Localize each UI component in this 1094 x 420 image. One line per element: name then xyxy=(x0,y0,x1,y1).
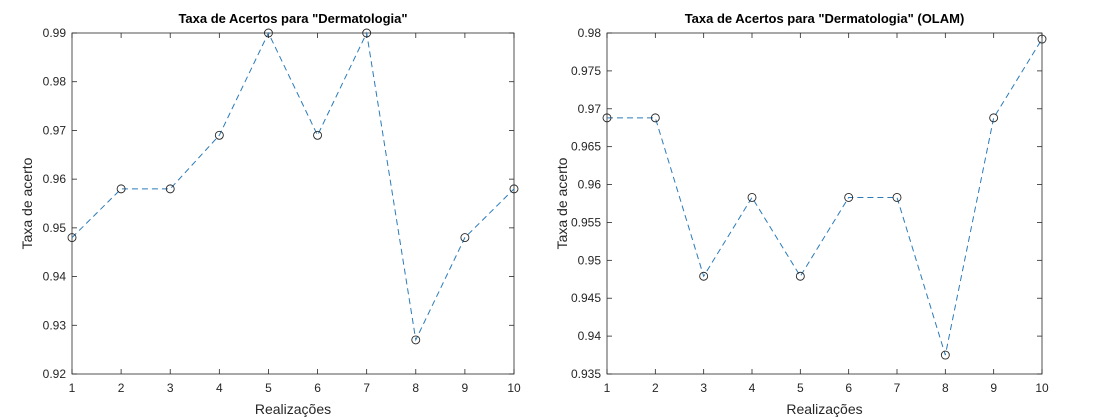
y-tick-label: 0.96 xyxy=(578,178,602,192)
x-tick-label: 8 xyxy=(412,381,419,395)
data-point xyxy=(67,233,77,243)
data-point xyxy=(362,28,372,38)
data-point xyxy=(313,130,323,140)
data-point xyxy=(650,113,660,123)
x-tick-label: 9 xyxy=(462,381,469,395)
x-tick-label: 10 xyxy=(1035,381,1049,395)
data-point xyxy=(214,130,224,140)
x-tick-label: 3 xyxy=(700,381,707,395)
data-point xyxy=(989,113,999,123)
y-tick-label: 0.97 xyxy=(578,102,602,116)
x-tick-label: 8 xyxy=(942,381,949,395)
x-tick-label: 1 xyxy=(69,381,76,395)
y-tick-label: 0.945 xyxy=(571,291,601,305)
data-point xyxy=(165,184,175,194)
y-axis-label: Taxa de acerto xyxy=(19,157,35,249)
y-tick-label: 0.95 xyxy=(43,221,67,235)
y-tick-label: 0.99 xyxy=(43,26,67,40)
x-tick-label: 3 xyxy=(167,381,174,395)
x-tick-label: 6 xyxy=(845,381,852,395)
series-line xyxy=(71,31,515,342)
series-line xyxy=(607,38,1043,356)
data-point xyxy=(1037,34,1047,44)
y-tick-label: 0.975 xyxy=(571,64,601,78)
chart-title: Taxa de Acertos para "Dermatologia" xyxy=(178,11,407,26)
x-tick-label: 7 xyxy=(363,381,370,395)
y-tick-label: 0.96 xyxy=(43,172,67,186)
y-tick-label: 0.92 xyxy=(43,367,67,381)
data-point xyxy=(460,233,470,243)
plot-area-box xyxy=(71,32,515,375)
data-point xyxy=(844,192,854,202)
x-tick-label: 5 xyxy=(265,381,272,395)
y-tick-label: 0.98 xyxy=(43,75,67,89)
x-tick-label: 6 xyxy=(314,381,321,395)
data-point xyxy=(892,192,902,202)
x-tick-label: 4 xyxy=(749,381,756,395)
y-tick-label: 0.965 xyxy=(571,140,601,154)
data-point xyxy=(116,184,126,194)
data-point xyxy=(747,192,757,202)
x-axis-label: Realizações xyxy=(786,401,862,417)
x-tick-label: 7 xyxy=(894,381,901,395)
x-tick-label: 1 xyxy=(604,381,611,395)
plot-area-box xyxy=(606,32,1043,375)
x-tick-label: 5 xyxy=(797,381,804,395)
y-tick-label: 0.94 xyxy=(578,329,602,343)
data-point xyxy=(509,184,519,194)
x-tick-label: 4 xyxy=(216,381,223,395)
data-point xyxy=(411,335,421,345)
data-point xyxy=(795,271,805,281)
y-tick-label: 0.955 xyxy=(571,215,601,229)
y-axis-label: Taxa de acerto xyxy=(554,157,570,249)
x-tick-label: 2 xyxy=(652,381,659,395)
data-point xyxy=(602,113,612,123)
x-tick-label: 2 xyxy=(118,381,125,395)
y-tick-label: 0.95 xyxy=(578,253,602,267)
chart-1: 1 2 3 4 5 6 7 8 9 10 0.92 0.93 0.94 0.95 0.96 0.97 0.98 0… xyxy=(19,11,521,417)
data-point xyxy=(263,28,273,38)
data-point xyxy=(699,271,709,281)
y-tick-label: 0.98 xyxy=(578,26,602,40)
y-tick-label: 0.97 xyxy=(43,123,67,137)
chart-2: 1 2 3 4 5 6 7 8 9 10 0.935 0.94 0.945 0.95 0.955 0.96 0.… xyxy=(554,11,1049,417)
y-tick-label: 0.935 xyxy=(571,367,601,381)
x-tick-label: 9 xyxy=(990,381,997,395)
data-point xyxy=(940,350,950,360)
x-tick-label: 10 xyxy=(507,381,521,395)
chart-title: Taxa de Acertos para "Dermatologia" (OLA… xyxy=(685,11,965,26)
y-tick-label: 0.94 xyxy=(43,270,67,284)
x-axis-label: Realizações xyxy=(255,401,331,417)
y-tick-label: 0.93 xyxy=(43,318,67,332)
